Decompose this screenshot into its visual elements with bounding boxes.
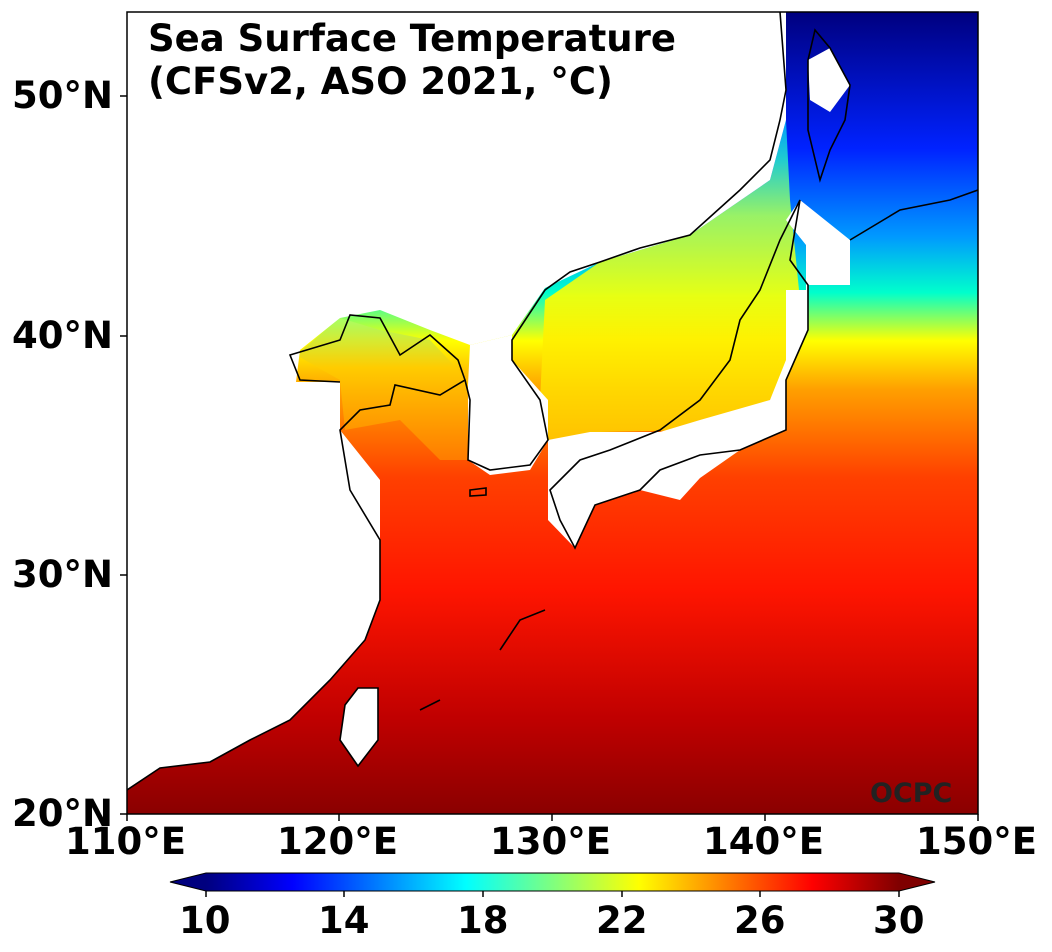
east-sea-field xyxy=(540,120,800,440)
axis-ticks xyxy=(120,95,979,821)
yellow-sea-field xyxy=(296,318,470,460)
colorbar-extend-max xyxy=(899,873,935,891)
lat-label-40n: 40°N xyxy=(12,314,113,357)
sst-field xyxy=(127,12,978,814)
colorbar-gradient xyxy=(206,873,899,891)
lon-label-130e: 130°E xyxy=(490,820,612,863)
land-mask-japan xyxy=(548,200,850,548)
lat-label-50n: 50°N xyxy=(12,74,113,117)
colorbar xyxy=(169,872,936,897)
lon-label-140e: 140°E xyxy=(703,820,825,863)
lon-label-110e: 110°E xyxy=(65,820,187,863)
colorbar-tick-18: 18 xyxy=(457,899,509,942)
colorbar-tick-30: 30 xyxy=(873,899,925,942)
colorbar-tick-26: 26 xyxy=(734,899,786,942)
lat-label-20n: 20°N xyxy=(12,792,113,835)
land-mask-asia xyxy=(127,12,786,790)
coastlines xyxy=(127,12,978,791)
colorbar-tick-22: 22 xyxy=(596,899,648,942)
lat-label-30n: 30°N xyxy=(12,553,113,596)
land-mask-taiwan xyxy=(340,688,378,766)
land-mask-sakhalin xyxy=(808,48,850,112)
colorbar-tick-14: 14 xyxy=(318,899,370,942)
colorbar-extend-min xyxy=(170,873,206,891)
lon-label-120e: 120°E xyxy=(277,820,399,863)
map-title: Sea Surface Temperature xyxy=(148,17,676,60)
ocpc-credit: OCPC xyxy=(870,778,953,809)
land-mask-korea xyxy=(468,335,548,475)
map-subtitle: (CFSv2, ASO 2021, °C) xyxy=(148,60,613,103)
lon-label-150e: 150°E xyxy=(916,820,1038,863)
colorbar-tick-10: 10 xyxy=(179,899,231,942)
